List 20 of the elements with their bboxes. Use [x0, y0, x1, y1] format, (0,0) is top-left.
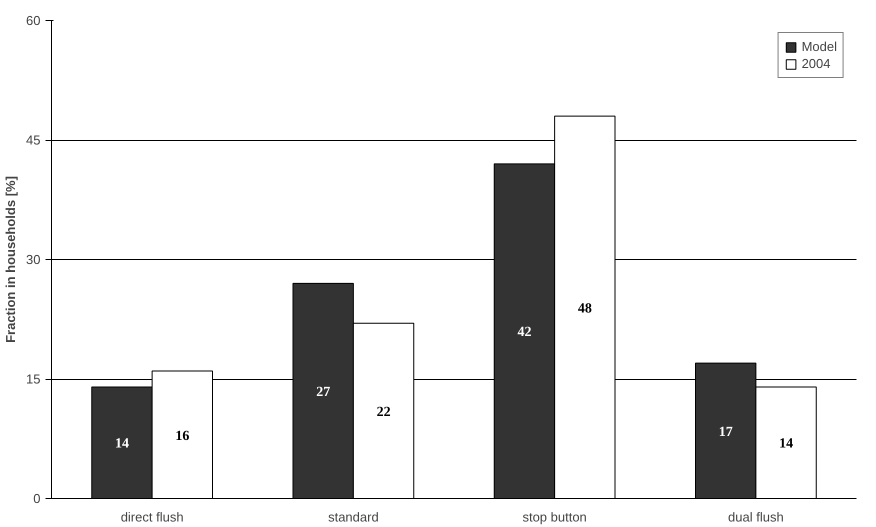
y-tick-label: 45	[26, 132, 41, 148]
legend-label: 2004	[802, 56, 830, 71]
data-label: 16	[175, 428, 190, 444]
y-tick-label: 60	[26, 13, 41, 28]
data-label: 17	[718, 424, 733, 440]
y-tick-label: 0	[33, 491, 41, 506]
y-tick-label: 15	[26, 372, 41, 386]
x-tick-label: direct flush	[120, 510, 184, 524]
legend-label: Model	[802, 39, 837, 54]
y-tick-label: 30	[26, 252, 41, 267]
x-tick-label: dual flush	[728, 510, 784, 524]
data-label: 27	[316, 384, 330, 400]
x-tick-label: standard	[328, 510, 379, 524]
data-label: 14	[779, 436, 794, 452]
data-label: 48	[578, 301, 592, 316]
x-tick-label: stop button	[522, 510, 587, 524]
y-axis-title: Fraction in households [%]	[3, 176, 18, 343]
data-label: 42	[517, 325, 532, 340]
data-label: 22	[376, 404, 391, 420]
data-label: 14	[114, 436, 129, 452]
